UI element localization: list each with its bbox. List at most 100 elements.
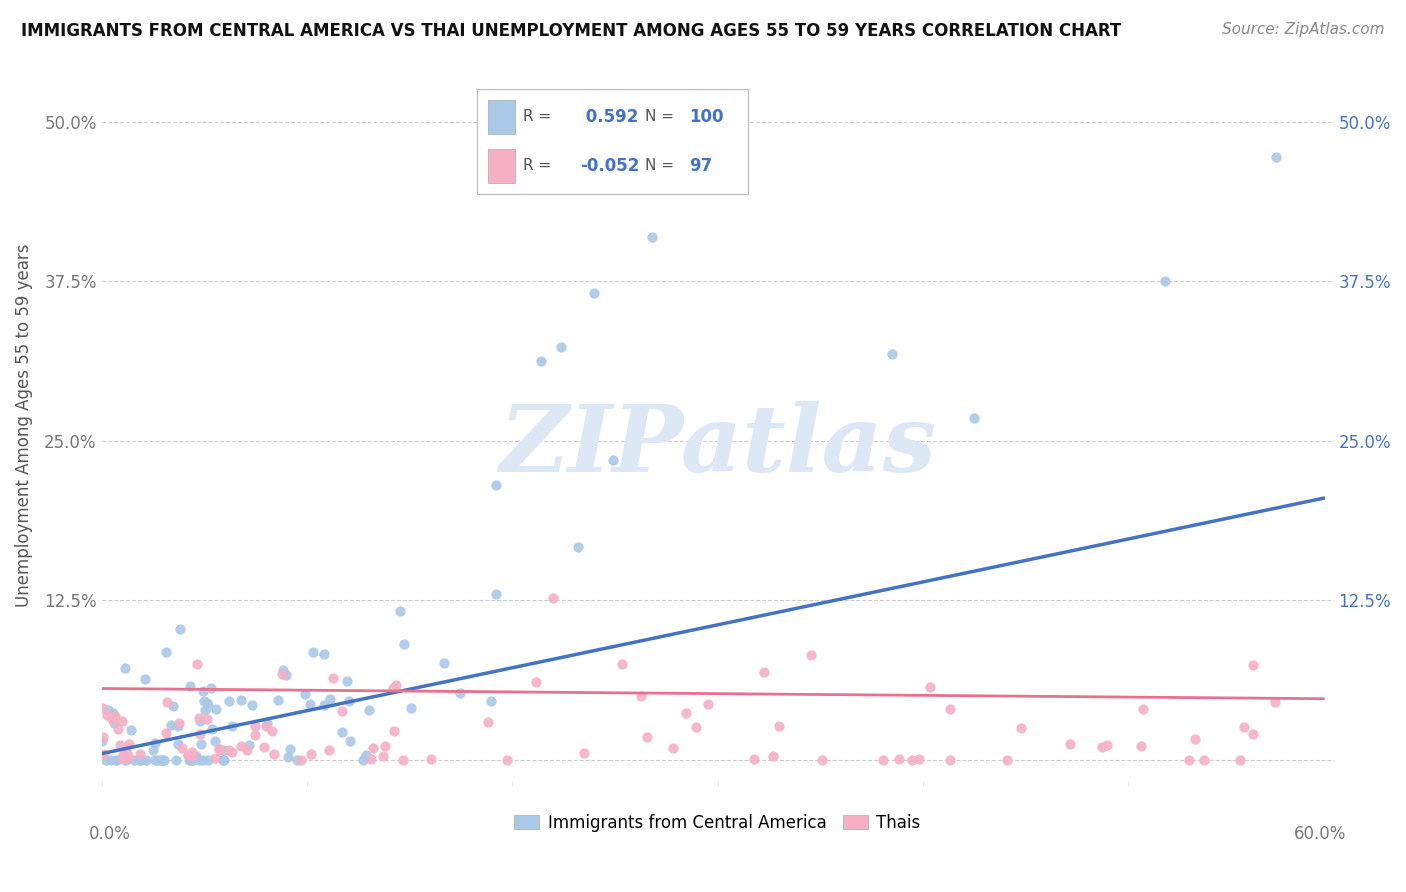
Point <box>495 753 517 767</box>
Point <box>290 752 312 766</box>
Point <box>231 692 253 706</box>
Point <box>610 657 633 671</box>
Point <box>180 753 202 767</box>
Point <box>190 737 212 751</box>
Point <box>143 753 166 767</box>
Point <box>907 752 929 766</box>
Point <box>212 753 235 767</box>
Point <box>177 747 200 762</box>
Point <box>939 702 962 716</box>
Point <box>477 715 499 730</box>
Point <box>662 740 685 755</box>
Point <box>754 665 776 679</box>
Point <box>104 753 127 767</box>
Point <box>360 752 382 766</box>
Point <box>356 748 378 763</box>
Point <box>96 707 118 722</box>
Point <box>218 742 240 756</box>
Point <box>330 704 353 718</box>
Point <box>152 753 174 767</box>
Text: ZIPatlas: ZIPatlas <box>499 401 936 491</box>
Point <box>143 736 166 750</box>
Y-axis label: Unemployment Among Ages 55 to 59 years: Unemployment Among Ages 55 to 59 years <box>15 243 32 607</box>
Point <box>208 742 231 756</box>
Point <box>277 750 299 764</box>
Point <box>191 753 214 767</box>
Point <box>204 734 226 748</box>
Point <box>762 749 785 764</box>
Point <box>218 693 240 707</box>
Point <box>100 753 122 767</box>
Point <box>357 703 380 717</box>
Point <box>294 687 316 701</box>
Point <box>263 747 285 761</box>
Point <box>117 748 139 763</box>
Point <box>1184 732 1206 747</box>
Point <box>330 725 353 739</box>
Point <box>195 697 218 711</box>
Point <box>90 701 112 715</box>
Point <box>371 749 394 764</box>
Point <box>685 720 707 734</box>
Point <box>524 675 547 690</box>
Point <box>339 733 361 747</box>
Point <box>162 698 184 713</box>
Point <box>179 679 201 693</box>
Point <box>1263 695 1285 709</box>
Point <box>543 591 565 606</box>
Point <box>744 752 766 766</box>
Point <box>1178 753 1201 767</box>
Point <box>129 747 152 761</box>
Point <box>420 752 443 766</box>
Point <box>401 701 423 715</box>
Point <box>1129 739 1152 753</box>
Point <box>800 648 823 662</box>
Point <box>104 709 127 723</box>
Point <box>188 711 211 725</box>
Point <box>135 753 157 767</box>
Point <box>266 693 288 707</box>
Point <box>188 727 211 741</box>
Point <box>243 719 266 733</box>
Point <box>900 753 922 767</box>
Point <box>142 743 165 757</box>
Point <box>697 698 720 712</box>
Point <box>146 753 169 767</box>
Point <box>484 587 506 601</box>
Point <box>1229 753 1251 767</box>
Point <box>117 737 139 751</box>
Point <box>90 734 112 748</box>
Point <box>352 753 374 767</box>
Point <box>301 645 323 659</box>
Point <box>1232 720 1254 734</box>
Point <box>574 746 596 760</box>
Point <box>128 753 150 767</box>
Text: 0.0%: 0.0% <box>89 825 131 843</box>
Point <box>636 730 658 744</box>
Point <box>129 753 152 767</box>
Point <box>200 681 222 695</box>
Point <box>318 742 340 756</box>
Point <box>107 722 129 736</box>
Point <box>177 753 200 767</box>
Point <box>208 742 231 756</box>
Point <box>111 714 134 728</box>
Point <box>186 657 208 672</box>
Point <box>1243 727 1265 741</box>
Point <box>1194 753 1216 767</box>
Point <box>479 694 502 708</box>
Point <box>243 728 266 742</box>
Point <box>361 741 384 756</box>
Point <box>433 657 456 671</box>
Point <box>204 751 226 765</box>
Point <box>641 230 664 244</box>
Point <box>1241 658 1264 673</box>
Point <box>150 753 173 767</box>
Point <box>186 749 208 764</box>
Point <box>276 667 298 681</box>
Point <box>94 753 117 767</box>
Point <box>194 704 217 718</box>
Point <box>236 743 259 757</box>
Point <box>253 739 276 754</box>
Point <box>120 723 142 737</box>
